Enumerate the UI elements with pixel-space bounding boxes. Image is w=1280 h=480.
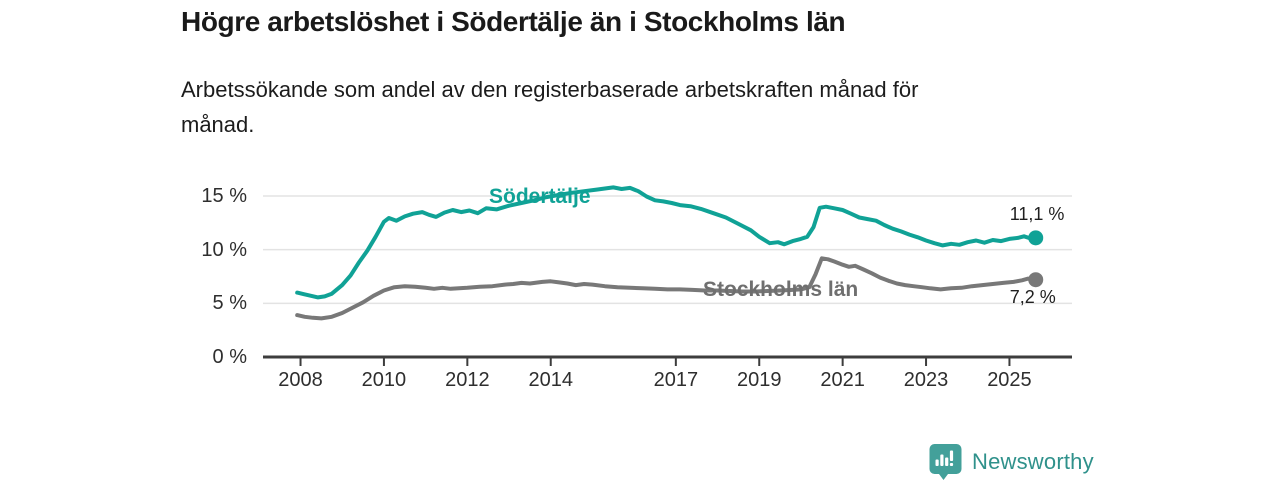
series-label-sodertalje: Södertälje [489, 185, 591, 208]
sodertalje-end-dot [1028, 230, 1044, 246]
x-tick-label-2021: 2021 [820, 369, 865, 391]
stockholms-lan-end-dot [1028, 272, 1044, 288]
x-tick-label-2008: 2008 [278, 369, 323, 391]
sodertalje-line [295, 185, 1038, 300]
y-tick-label-10: 10 % [201, 238, 247, 261]
chart-title: Högre arbetslöshet i Södertälje än i Sto… [181, 6, 846, 37]
x-tick-label-2023: 2023 [903, 369, 949, 391]
chart-subtitle: Arbetssökande som andel av den registerb… [181, 77, 919, 138]
x-tick-label-2025: 2025 [987, 369, 1032, 391]
end-value-label-sodertalje: 11,1 % [1009, 203, 1065, 224]
end-value-label-stockholms-lan: 7,2 % [1009, 286, 1056, 307]
y-tick-label-15: 15 % [201, 185, 247, 207]
y-tick-label-5: 5 % [212, 292, 247, 315]
x-tick-label-2017: 2017 [653, 369, 699, 391]
newsworthy-logo: Newsworthy [928, 443, 1094, 480]
x-tick-label-2012: 2012 [445, 369, 490, 391]
x-tick-label-2019: 2019 [736, 369, 782, 391]
y-tick-label-0: 0 % [212, 346, 247, 368]
series-label-stockholms-lan: Stockholms län [703, 278, 859, 301]
stockholms-lan-line [295, 256, 1038, 321]
newsworthy-wordmark: Newsworthy [972, 449, 1094, 474]
x-tick-label-2010: 2010 [361, 369, 407, 391]
newsworthy-bar-chart-icon [929, 444, 962, 480]
x-tick-label-2014: 2014 [528, 369, 573, 391]
